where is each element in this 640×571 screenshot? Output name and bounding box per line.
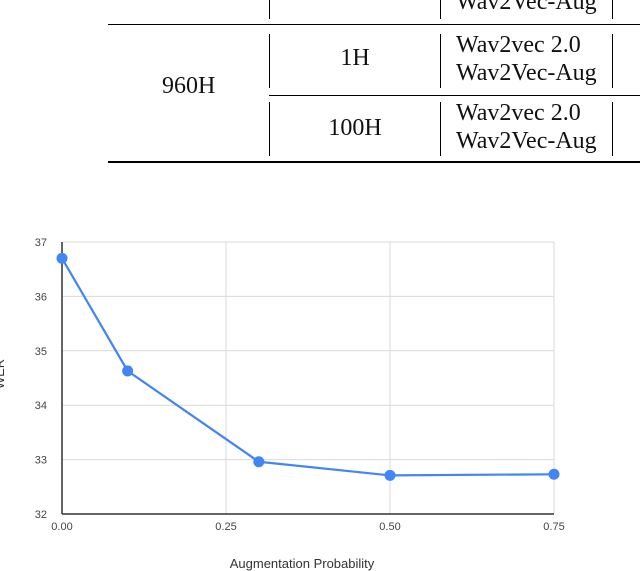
column-divider xyxy=(269,102,270,156)
column-divider xyxy=(269,34,270,88)
x-tick-label: 0.50 xyxy=(379,521,400,533)
y-tick-label: 35 xyxy=(35,346,47,358)
table-bottom-rule xyxy=(108,161,640,163)
column-divider xyxy=(612,34,613,88)
y-tick-label: 37 xyxy=(35,237,47,249)
column-divider xyxy=(440,102,441,156)
x-tick-label: 0.00 xyxy=(51,521,72,533)
model-name: Wav2Vec-Aug xyxy=(456,128,597,154)
y-axis-title: WER xyxy=(0,359,7,389)
data-point xyxy=(384,469,396,481)
model-name: Wav2Vec-Aug xyxy=(456,0,597,15)
x-axis-title: Augmentation Probability xyxy=(230,556,375,571)
column-divider xyxy=(440,0,441,19)
column-divider xyxy=(269,0,270,19)
data-point xyxy=(56,252,68,264)
hours-cell: 1H xyxy=(340,45,370,71)
column-divider xyxy=(440,34,441,88)
data-point xyxy=(253,456,265,468)
y-tick-label: 32 xyxy=(35,509,47,521)
y-tick-label: 33 xyxy=(35,455,47,467)
table-rule xyxy=(269,95,640,96)
model-name: Wav2vec 2.0 xyxy=(456,32,581,58)
data-point xyxy=(122,365,134,377)
group-label: 960H xyxy=(162,73,216,99)
x-tick-label: 0.25 xyxy=(215,521,236,533)
y-tick-label: 34 xyxy=(35,400,47,412)
series-line xyxy=(61,257,555,477)
column-divider xyxy=(612,0,613,19)
x-tick-label: 0.75 xyxy=(543,521,564,533)
table-rule xyxy=(108,24,640,25)
data-point xyxy=(548,468,560,480)
model-name: Wav2vec 2.0 xyxy=(456,100,581,126)
model-name: Wav2Vec-Aug xyxy=(456,60,597,86)
column-divider xyxy=(612,102,613,156)
hours-cell: 100H xyxy=(328,115,382,141)
y-tick-label: 36 xyxy=(35,291,47,303)
